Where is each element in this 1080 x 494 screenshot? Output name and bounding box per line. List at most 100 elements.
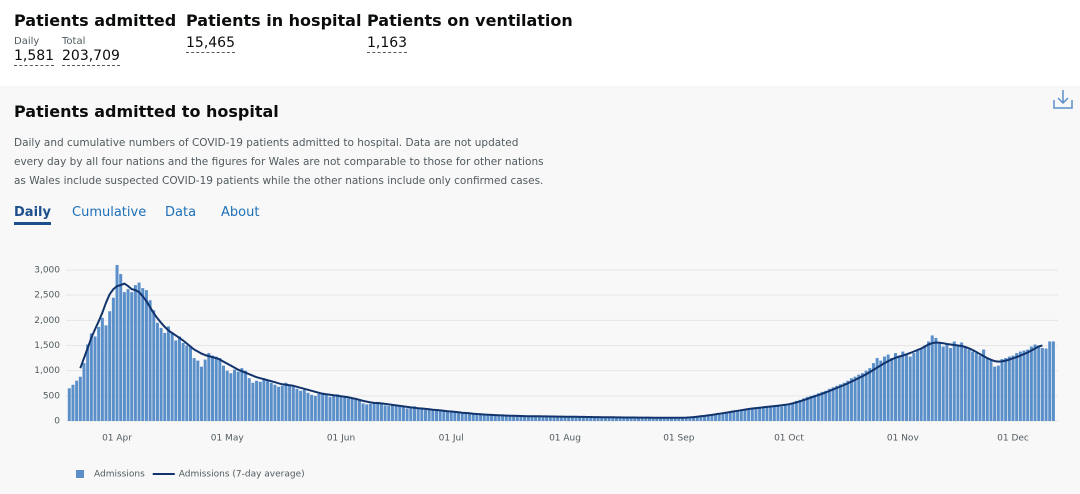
bar — [379, 403, 383, 421]
chart: 0 500 1,000 1,500 2,000 2,500 3,000 01 Apr 01 Ma… — [34, 264, 1058, 480]
bar — [302, 389, 306, 421]
metric-value: 1,163 — [367, 35, 408, 53]
bar — [218, 358, 222, 421]
bar — [868, 368, 872, 421]
bar — [82, 363, 86, 421]
bar — [1007, 356, 1011, 421]
download-icon[interactable] — [1052, 88, 1074, 110]
bar — [130, 292, 134, 421]
bar — [600, 417, 604, 421]
bar — [897, 355, 901, 421]
bar — [446, 410, 450, 421]
bar — [721, 412, 725, 421]
bar — [816, 393, 820, 421]
bar — [534, 415, 538, 421]
bar — [155, 322, 159, 421]
bar — [537, 416, 541, 421]
tab[interactable]: Data — [165, 205, 197, 220]
bar — [710, 413, 714, 421]
bar — [288, 384, 292, 421]
bar — [497, 415, 501, 421]
bar — [339, 395, 343, 421]
x-tick-label: 01 Aug — [549, 434, 581, 444]
bar — [894, 353, 897, 421]
bar — [280, 385, 284, 421]
bar — [523, 415, 527, 421]
tab[interactable]: Daily — [14, 205, 51, 225]
bar — [967, 349, 971, 421]
tab[interactable]: Cumulative — [72, 205, 147, 220]
bar — [739, 409, 743, 421]
bar — [783, 404, 787, 421]
bar — [581, 416, 585, 421]
bar — [133, 285, 137, 421]
bar — [137, 282, 141, 421]
bar — [464, 413, 468, 421]
metric-value: 1,581 — [14, 48, 55, 66]
bar — [875, 358, 879, 421]
bar — [651, 417, 655, 421]
bar — [974, 353, 978, 421]
bar — [93, 336, 97, 421]
bar — [181, 342, 185, 421]
bar — [126, 289, 130, 421]
bar — [706, 414, 710, 421]
headline-title: Patients on ventilation — [367, 11, 573, 30]
bar — [530, 416, 534, 421]
bar — [144, 290, 148, 421]
bar — [512, 415, 516, 421]
bar — [758, 407, 762, 421]
bar — [849, 378, 853, 421]
bar — [490, 414, 494, 421]
bar — [468, 413, 472, 421]
bar — [390, 404, 394, 421]
bar — [1011, 355, 1015, 421]
bar — [644, 417, 648, 421]
bar — [871, 363, 875, 421]
bar — [791, 402, 795, 421]
description: Daily and cumulative numbers of COVID-19… — [14, 137, 544, 187]
y-tick-label: 1,500 — [34, 341, 60, 351]
bar — [306, 392, 310, 421]
bar — [361, 403, 365, 421]
bar — [258, 381, 262, 421]
bar — [401, 406, 405, 421]
metric-label: Total — [62, 36, 86, 47]
bar — [846, 380, 850, 421]
bar — [350, 397, 354, 421]
y-tick-label: 2,500 — [34, 291, 60, 301]
bar — [163, 332, 167, 421]
bar — [717, 412, 721, 421]
bar — [166, 326, 170, 421]
bar — [842, 382, 846, 421]
bar — [787, 403, 791, 421]
bar — [203, 359, 207, 421]
bar — [1048, 341, 1052, 421]
card: Patients admitted to hospital Daily and … — [0, 86, 1080, 494]
bar — [548, 416, 552, 421]
bar — [636, 417, 640, 421]
bar — [493, 414, 497, 421]
bar — [423, 409, 427, 421]
bar — [354, 399, 358, 421]
bar — [504, 415, 508, 421]
bar — [409, 407, 413, 421]
bar — [453, 412, 457, 421]
bar — [798, 399, 802, 421]
bar — [728, 411, 732, 421]
bar — [152, 310, 156, 421]
bar — [449, 411, 453, 421]
tab[interactable]: About — [221, 205, 260, 220]
bar — [585, 416, 589, 421]
bar — [618, 417, 622, 421]
bar — [199, 366, 203, 421]
bar — [916, 350, 920, 421]
bar — [372, 402, 376, 421]
bar — [328, 396, 332, 421]
bar — [831, 387, 835, 421]
bar — [666, 417, 670, 421]
metric-label: Daily — [14, 36, 40, 47]
bar — [266, 379, 270, 421]
bar — [122, 292, 126, 421]
bar — [614, 417, 618, 421]
